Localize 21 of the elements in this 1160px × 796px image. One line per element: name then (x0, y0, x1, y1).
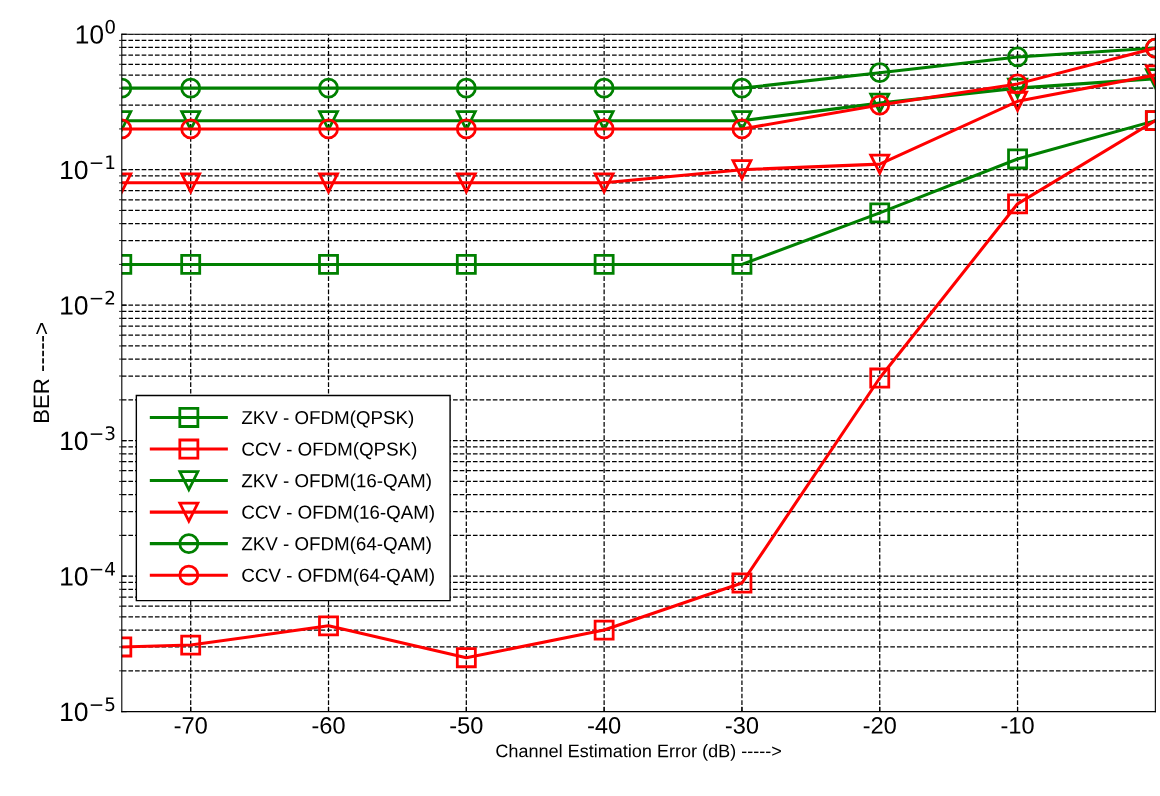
x-tick-label: -50 (450, 717, 483, 734)
y-tick-label: 10$^{0}$ (76, 19, 115, 44)
y-tick-label: 10$^{−5}$ (61, 697, 115, 722)
x-axis-title: Channel Estimation Error (dB) -----> (496, 744, 781, 761)
legend-label: CCV - OFDM(64-QAM) (242, 568, 434, 586)
x-tick-label: -40 (588, 717, 621, 734)
legend-label: ZKV - OFDM(QPSK) (241, 410, 414, 428)
legend-label: CCV - OFDM(QPSK) (242, 442, 417, 460)
legend-label: ZKV - OFDM(64-QAM) (241, 536, 431, 555)
y-tick-label: 10$^{−1}$ (61, 155, 115, 180)
legend-label: ZKV - OFDM(16-QAM) (241, 473, 431, 492)
y-axis-title: BER -----> (33, 323, 49, 423)
y-tick-label: 10$^{−3}$ (61, 426, 115, 451)
x-tick-label: -30 (725, 717, 759, 734)
y-tick-label: 10$^{−4}$ (61, 561, 115, 586)
x-tick-label: -60 (312, 717, 345, 734)
legend-label: CCV - OFDM(16-QAM) (242, 505, 434, 523)
x-tick-label: -20 (863, 717, 896, 734)
y-tick-label: 10$^{−2}$ (61, 290, 115, 315)
x-tick-label: -70 (174, 717, 207, 734)
x-tick-label: -10 (1001, 717, 1034, 734)
